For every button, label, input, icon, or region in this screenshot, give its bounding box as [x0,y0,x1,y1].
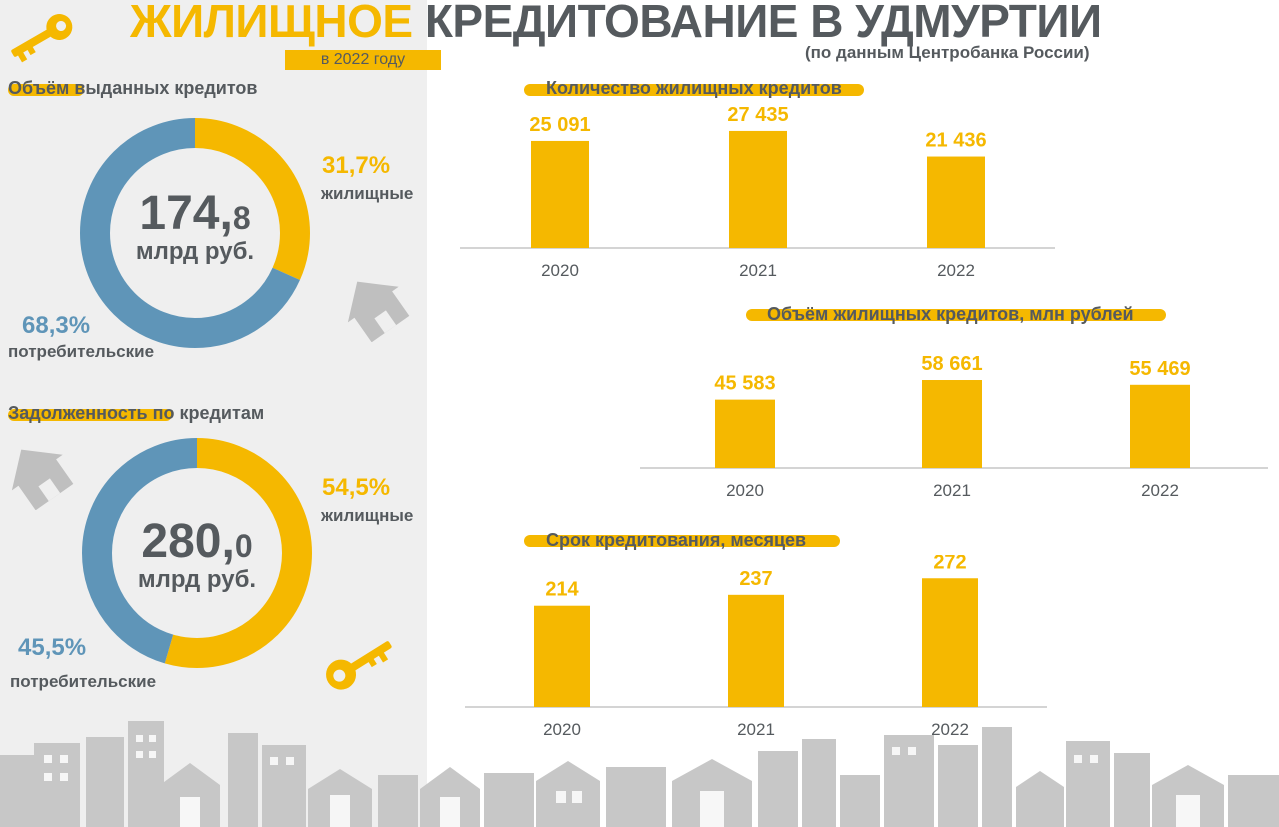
amount-tick-2022: 2022 [1141,481,1179,500]
volume-consumer-label: потребительские [8,342,155,361]
amount-bar-2020 [715,399,775,468]
amount-value-label-2021: 58 661 [921,353,982,375]
term-bar-chart: 214 2020 237 2021 272 2022 [465,555,1047,739]
debt-center-value: 280,0 млрд руб. [137,515,257,593]
count-tick-2022: 2022 [937,261,975,280]
count-bar-2021 [729,130,787,248]
volume-center-value: 174,8 млрд руб. [135,187,255,265]
term-title-highlight-bar [524,535,840,547]
term-value-label-2020: 214 [545,579,579,601]
source-note: (по данным Центробанка России) [805,43,1090,62]
term-tick-2022: 2022 [931,720,969,739]
amount-bar-2022 [1130,384,1190,468]
count-tick-2020: 2020 [541,261,579,280]
volume-consumer-pct: 68,3% [22,312,91,339]
count-bar-2022 [927,156,985,248]
count-value-label-2022: 21 436 [925,130,986,152]
house-icon [347,281,410,342]
term-bar-2021 [728,594,784,707]
amount-value-label-2022: 55 469 [1129,358,1190,380]
term-bar-2020 [534,605,590,707]
amount-bar-chart: 45 583 2020 58 661 2021 55 469 2022 [640,353,1268,500]
term-title: Срок кредитования, месяцев [546,530,807,550]
house-icon-2 [11,449,74,510]
term-value-label-2021: 237 [739,568,772,590]
count-value-label-2021: 27 435 [727,104,788,126]
page-title: ЖИЛИЩНОЕ КРЕДИТОВАНИЕ В УДМУРТИИ [130,0,1102,48]
term-tick-2021: 2021 [737,720,775,739]
term-tick-2020: 2020 [543,720,581,739]
key-icon [11,14,73,63]
debt-title: Задолженность по кредитам [8,403,265,423]
count-title: Количество жилищных кредитов [546,78,842,98]
volume-housing-pct: 31,7% [322,152,391,179]
debt-donut [82,438,312,668]
year-badge: в 2022 году [285,50,441,70]
amount-tick-2021: 2021 [933,481,971,500]
term-bar-2022 [922,578,978,707]
debt-consumer-pct: 45,5% [18,634,87,661]
amount-tick-2020: 2020 [726,481,764,500]
amount-title: Объём жилищных кредитов, млн рублей [767,304,1134,324]
amount-title-highlight-bar [746,309,1166,321]
debt-title-highlight-bar [8,409,172,421]
volume-housing-label: жилищные [321,184,414,203]
amount-value-label-2020: 45 583 [714,373,775,395]
debt-consumer-label: потребительские [10,672,157,691]
city-skyline-illustration [0,721,1279,827]
volume-donut [80,118,310,348]
term-value-label-2022: 272 [933,555,966,573]
count-bar-chart: 25 091 2020 27 435 2021 21 436 2022 [460,104,1055,280]
key-icon-2 [326,641,392,690]
title-highlight: ЖИЛИЩНОЕ [130,0,413,47]
volume-title-highlight-bar [8,84,84,96]
debt-slice-1 [82,438,312,668]
volume-title: Объём выданных кредитов [8,78,258,98]
debt-housing-label: жилищные [321,506,414,525]
count-bar-2020 [531,140,589,248]
count-tick-2021: 2021 [739,261,777,280]
debt-housing-pct: 54,5% [322,474,391,501]
count-title-highlight-bar [524,84,864,96]
volume-slice-1 [80,118,310,348]
amount-bar-2021 [922,380,982,468]
count-value-label-2020: 25 091 [529,114,590,136]
title-rest: КРЕДИТОВАНИЕ В УДМУРТИИ [412,0,1102,47]
